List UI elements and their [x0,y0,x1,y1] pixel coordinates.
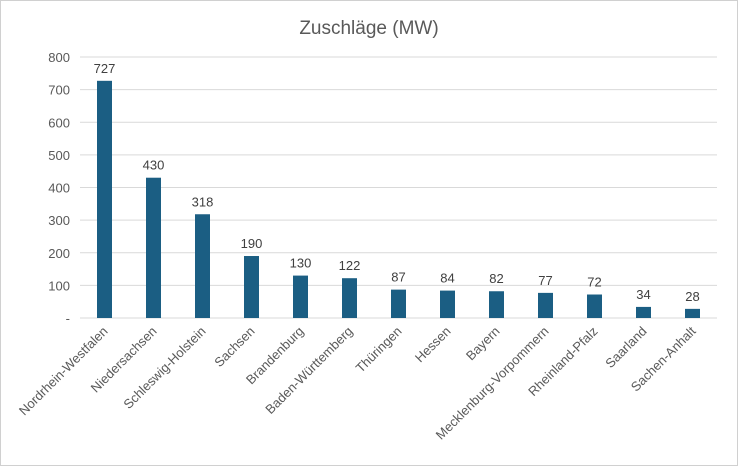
x-tick-label: Saarland [602,324,649,371]
bar [587,294,602,318]
y-tick-label: 300 [48,213,70,228]
x-tick-label: Schleswig-Holstein [120,324,208,412]
data-label: 28 [685,289,699,304]
bar [146,177,161,318]
bar [97,80,112,318]
bar [440,290,455,318]
data-label: 87 [391,270,405,285]
bar [538,292,553,318]
data-label: 84 [440,271,454,286]
y-tick-label: 100 [48,278,70,293]
y-tick-label: 200 [48,246,70,261]
bar [195,214,210,318]
chart-title: Zuschläge (MW) [299,18,438,39]
bar [636,306,651,318]
bar [342,278,357,318]
data-label: 130 [290,256,312,271]
x-tick-label: Nordrhein-Westfalen [16,324,111,419]
y-tick-label: 400 [48,181,70,196]
data-label: 34 [636,287,650,302]
x-tick-label: Baden-Württemberg [262,324,355,417]
x-tick-label: Thüringen [353,324,405,376]
x-tick-label: Hessen [412,324,454,366]
y-tick-label: 700 [48,83,70,98]
bar [391,289,406,318]
bar [685,308,700,318]
x-tick-label: Sachsen [211,324,257,370]
y-tick-label: 500 [48,148,70,163]
bar [293,275,308,318]
bar [244,256,259,318]
data-label: 430 [143,158,165,173]
data-label: 190 [241,236,263,251]
bar [489,291,504,318]
data-label: 318 [192,194,214,209]
data-label: 122 [339,258,361,273]
data-label: 82 [489,271,503,286]
y-tick-label: - [66,311,70,326]
y-tick-label: 800 [48,50,70,65]
data-label: 72 [587,275,601,290]
y-tick-label: 600 [48,115,70,130]
x-tick-label: Bayern [463,324,503,364]
data-label: 727 [94,61,116,76]
data-label: 77 [538,273,552,288]
